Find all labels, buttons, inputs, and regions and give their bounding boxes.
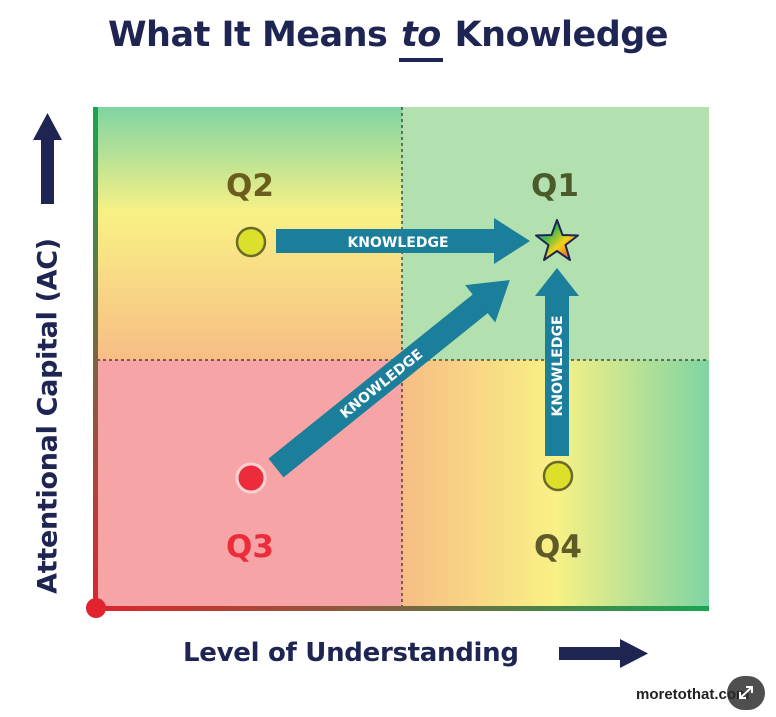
watermark: moretothat.com xyxy=(636,686,750,703)
title-after: Knowledge xyxy=(442,15,669,55)
origin-dot xyxy=(86,598,106,618)
q3-circle xyxy=(235,462,267,494)
quadrant-label-q1: Q1 xyxy=(531,168,579,204)
q4-circle xyxy=(542,460,574,492)
title-before: What It Means xyxy=(107,15,400,55)
quadrant-label-q4: Q4 xyxy=(534,529,582,565)
knowledge-arrow-horizontal-label: KNOWLEDGE xyxy=(347,235,448,251)
y-axis-label: Attentional Capital (AC) xyxy=(32,238,64,594)
quadrant-label-q2: Q2 xyxy=(226,168,274,204)
x-axis-label: Level of Understanding xyxy=(183,638,519,668)
page-title: What It Means to Knowledge xyxy=(0,12,776,62)
q2-circle xyxy=(235,226,267,258)
x-axis-arrow-icon xyxy=(559,639,648,668)
knowledge-arrow-vertical-label: KNOWLEDGE xyxy=(550,315,566,416)
knowledge-arrow-horizontal: KNOWLEDGE xyxy=(276,218,530,264)
title-emphasis: to xyxy=(399,12,443,62)
knowledge-arrow-vertical: KNOWLEDGE xyxy=(535,268,579,456)
expand-icon xyxy=(739,686,753,699)
star-icon xyxy=(535,219,579,261)
expand-button[interactable] xyxy=(727,676,765,710)
x-axis-line xyxy=(93,606,709,611)
y-axis-arrow-icon xyxy=(33,113,62,204)
y-axis-line xyxy=(93,107,98,612)
quadrant-label-q3: Q3 xyxy=(226,529,274,565)
